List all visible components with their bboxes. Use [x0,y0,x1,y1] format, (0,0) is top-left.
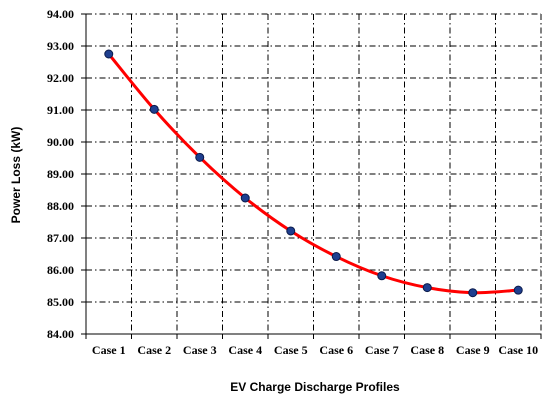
y-tick-label: 85.00 [47,295,74,309]
y-tick-label: 90.00 [47,135,74,149]
x-tick-label: Case 9 [456,343,490,357]
y-tick-label: 89.00 [47,167,74,181]
x-tick-labels: Case 1 Case 2 Case 3 Case 4 Case 5 Case 6 Case… [92,343,538,357]
y-tick-label: 94.00 [47,7,74,21]
data-point [286,226,296,236]
y-tick-label: 92.00 [47,71,74,85]
data-point [377,271,387,281]
axes [81,13,542,339]
data-point [240,193,250,203]
data-point [331,252,341,262]
y-tick-label: 84.00 [47,327,74,341]
x-tick-label: Case 2 [137,343,171,357]
grid-lines [86,13,542,334]
data-point [513,285,523,295]
series-power-loss [104,49,523,298]
data-point [104,49,114,59]
x-axis-label: EV Charge Discharge Profiles [230,380,400,394]
data-point [468,288,478,298]
y-tick-label: 88.00 [47,199,74,213]
x-tick-label: Case 8 [410,343,444,357]
series-line [107,53,519,295]
x-tick-label: Case 5 [274,343,308,357]
x-tick-label: Case 6 [319,343,353,357]
x-tick-label: Case 4 [228,343,262,357]
y-axis-label: Power Loss (kW) [9,127,23,224]
data-point [195,152,205,162]
data-point [149,104,159,114]
y-tick-label: 87.00 [47,231,74,245]
x-tick-label: Case 10 [498,343,538,357]
y-tick-label: 93.00 [47,39,74,53]
x-tick-label: Case 3 [183,343,217,357]
x-tick-label: Case 7 [365,343,399,357]
y-tick-labels: 84.00 85.00 86.00 87.00 88.00 89.00 90.00 91.00… [47,7,74,341]
data-point [422,283,432,293]
y-tick-label: 86.00 [47,263,74,277]
x-tick-label: Case 1 [92,343,126,357]
y-tick-label: 91.00 [47,103,74,117]
